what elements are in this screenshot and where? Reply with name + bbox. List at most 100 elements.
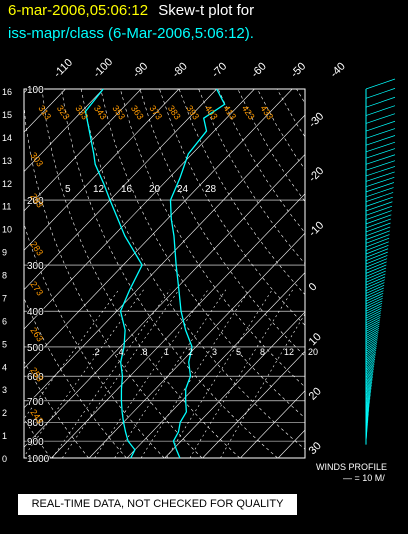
wind-barb: [365, 284, 385, 294]
dry-adiabat: [41, 89, 241, 458]
top-temperature-label: -110: [52, 57, 75, 80]
mixing-ratio-label: .2: [92, 347, 100, 357]
mixing-ratio-line: [220, 313, 305, 458]
height-label: 16: [2, 87, 12, 97]
wind-barb: [365, 205, 393, 216]
wind-barb: [365, 218, 392, 229]
wind-barb: [365, 373, 374, 381]
wind-barb: [365, 390, 372, 397]
wind-barb: [365, 399, 371, 406]
wind-barb: [365, 261, 387, 271]
mixing-ratio-line: [94, 289, 209, 458]
wind-barb: [365, 370, 374, 378]
mixing-ratio-line: [114, 289, 227, 458]
dry-adiabat: [296, 89, 305, 104]
wind-barb: [365, 386, 372, 393]
mixing-ratio-label: 1: [164, 347, 169, 357]
wind-barb: [365, 321, 380, 330]
height-label: 3: [2, 385, 7, 395]
dry-adiabat-label: 403: [203, 103, 220, 121]
wind-barb: [365, 363, 375, 371]
mixing-ratio-line: [189, 289, 293, 458]
right-temperature-label: -10: [307, 219, 327, 239]
pressure-label: 800: [27, 418, 44, 429]
height-label: 13: [2, 156, 12, 166]
wind-barb: [365, 415, 369, 421]
wind-barb: [365, 141, 396, 153]
mixing-ratio-line: [140, 289, 250, 458]
wind-barb: [365, 182, 395, 193]
mixing-ratio-line: [52, 289, 171, 458]
pressure-label: 400: [27, 307, 44, 318]
dry-adiabat-label: 393: [184, 103, 201, 121]
height-label: 8: [2, 271, 7, 281]
dry-adiabat: [159, 89, 305, 326]
wind-barb: [365, 270, 386, 280]
wind-barb: [365, 230, 390, 240]
dry-adiabat: [24, 360, 89, 458]
height-label: 6: [2, 316, 7, 326]
wind-barb: [365, 349, 377, 358]
wind-barb: [365, 105, 396, 116]
isotherm: [202, 350, 305, 458]
dry-adiabat: [355, 89, 408, 458]
right-temperature-label: 10: [307, 331, 324, 348]
wind-barb: [365, 214, 392, 225]
dry-adiabat-label: 313: [36, 103, 53, 121]
wind-barb: [365, 389, 372, 396]
wind-barb: [365, 411, 369, 417]
wind-barb: [365, 367, 375, 375]
right-temperature-label: -20: [307, 165, 327, 185]
dry-adiabat-label: 343: [92, 103, 109, 121]
dry-adiabat-label: 283: [28, 239, 45, 257]
mixing-ratio-label: .4: [116, 347, 124, 357]
moist-adiabat-label: 20: [149, 184, 161, 195]
dry-adiabat: [120, 89, 305, 388]
wind-barb: [365, 342, 378, 350]
wind-barb: [365, 226, 391, 237]
wind-barb: [365, 344, 378, 352]
pressure-label: 600: [27, 372, 44, 383]
winds-scale: — = 10 M/: [343, 473, 385, 483]
wind-barb: [365, 234, 390, 244]
wind-barb: [365, 353, 376, 361]
isotherm: [24, 154, 305, 448]
wind-barb: [365, 310, 382, 319]
wind-barb: [365, 135, 396, 146]
wind-barb: [365, 303, 383, 312]
wind-barb: [365, 328, 380, 336]
wind-barb: [365, 421, 369, 427]
wind-barb: [365, 128, 396, 139]
wind-barb: [365, 273, 386, 283]
wind-barb: [365, 418, 369, 424]
wind-barb: [365, 276, 386, 286]
wind-barb: [365, 347, 377, 356]
wind-barb: [365, 378, 373, 386]
mixing-ratio-line: [62, 289, 180, 458]
pressure-label: 500: [27, 343, 44, 354]
dry-adiabat-label: 423: [240, 103, 257, 121]
top-temperature-label: -90: [131, 60, 151, 80]
wind-barb: [365, 358, 376, 366]
isotherm: [316, 89, 408, 458]
mixing-ratio-line: [166, 289, 273, 458]
dry-adiabat: [257, 89, 305, 170]
wind-barb: [365, 334, 379, 343]
isotherm: [24, 89, 255, 330]
wind-barb: [365, 120, 396, 132]
dry-adiabat-label: 263: [28, 325, 45, 343]
isotherm: [51, 193, 305, 458]
quality-notice: REAL-TIME DATA, NOT CHECKED FOR QUALITY: [18, 494, 297, 515]
mixing-ratio-line: [24, 289, 120, 420]
top-temperature-label: -80: [170, 60, 190, 80]
pressure-label: 200: [27, 196, 44, 207]
wind-barb: [365, 307, 382, 317]
wind-barb: [365, 258, 388, 268]
wind-barb: [365, 251, 388, 262]
wind-barb: [365, 340, 378, 348]
pressure-label: 300: [27, 261, 44, 272]
wind-barb: [365, 305, 382, 314]
dry-adiabat-label: 363: [129, 103, 146, 121]
wind-barb: [365, 317, 381, 326]
wind-barb: [365, 360, 375, 368]
